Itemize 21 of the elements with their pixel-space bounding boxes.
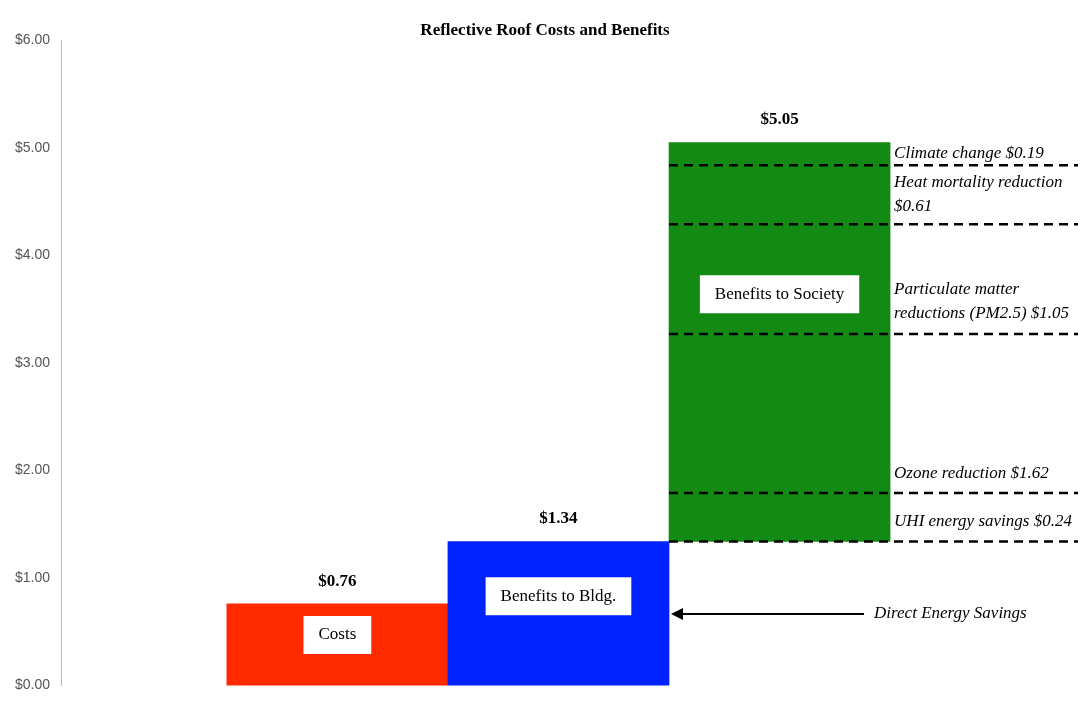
data-label: $0.76 <box>318 570 357 590</box>
ref-line-label: Climate change $0.19 <box>894 143 1045 163</box>
y-tick-label: $4.00 <box>14 246 51 263</box>
data-label: $1.34 <box>539 508 579 528</box>
ref-line-label: Heat mortality reduction $0.61 <box>893 172 1063 216</box>
y-tick-label: $0.00 <box>14 676 51 693</box>
ref-line-label: Ozone reduction $1.62 <box>894 462 1050 482</box>
y-tick-label: $2.00 <box>14 461 51 478</box>
bar <box>668 142 891 542</box>
data-label: $5.05 <box>760 109 799 129</box>
annotation: Benefits to Bldg. <box>500 585 617 605</box>
ref-line-label: UHI energy savings $0.24 <box>894 510 1073 530</box>
y-tick-label: $6.00 <box>14 31 51 48</box>
ref-line-label: Particulate matter reductions (PM2.5) $1.05 <box>893 279 1070 323</box>
y-tick-label: $3.00 <box>14 353 51 370</box>
y-tick-label: $1.00 <box>14 568 51 585</box>
y-tick-label: $5.00 <box>14 138 51 155</box>
annotation: Costs <box>318 624 357 644</box>
chart-title: Reflective Roof Costs and Benefits <box>420 19 671 39</box>
annotation: Direct Energy Savings <box>873 603 1028 623</box>
annotation: Benefits to Society <box>714 283 845 303</box>
